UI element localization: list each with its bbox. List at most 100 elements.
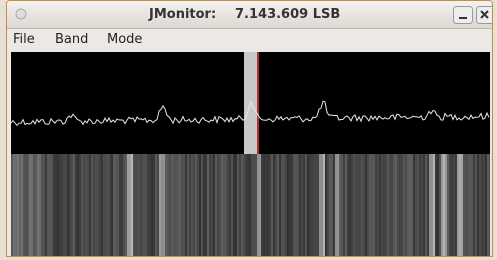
waterfall-column — [323, 154, 325, 256]
waterfall-column — [267, 154, 269, 256]
waterfall-column — [37, 154, 39, 256]
menu-item[interactable]: Mode — [107, 32, 142, 47]
waterfall-column — [473, 154, 475, 256]
waterfall-column — [241, 154, 243, 256]
waterfall-column — [43, 154, 45, 256]
waterfall-column — [281, 154, 283, 256]
waterfall-column — [165, 154, 167, 256]
waterfall-column — [55, 154, 57, 256]
waterfall-column — [439, 154, 441, 256]
menu-item[interactable]: File — [13, 32, 35, 47]
waterfall-column — [363, 154, 365, 256]
waterfall-column — [35, 154, 37, 256]
waterfall-column — [229, 154, 231, 256]
waterfall-column — [145, 154, 147, 256]
waterfall-column — [341, 154, 343, 256]
waterfall-column — [239, 154, 241, 256]
waterfall-column — [135, 154, 137, 256]
waterfall-column — [89, 154, 91, 256]
waterfall-column — [303, 154, 305, 256]
waterfall-column — [23, 154, 25, 256]
waterfall-column — [25, 154, 27, 256]
app-name: JMonitor: — [149, 7, 216, 22]
waterfall-column — [53, 154, 55, 256]
waterfall-column — [287, 154, 289, 256]
waterfall-column — [469, 154, 471, 256]
waterfall-column — [319, 154, 321, 256]
waterfall-column — [67, 154, 69, 256]
waterfall-column — [257, 154, 259, 256]
waterfall-column — [421, 154, 423, 256]
close-button[interactable] — [476, 6, 492, 24]
waterfall-column — [385, 154, 387, 256]
waterfall-column — [333, 154, 335, 256]
waterfall-column — [75, 154, 77, 256]
waterfall-column — [91, 154, 93, 256]
waterfall-column — [291, 154, 293, 256]
waterfall-column — [361, 154, 363, 256]
waterfall-column — [19, 154, 21, 256]
waterfall-column — [263, 154, 265, 256]
waterfall-column — [467, 154, 469, 256]
waterfall-column — [85, 154, 87, 256]
menu-item[interactable]: Band — [55, 32, 88, 47]
waterfall-column — [183, 154, 185, 256]
waterfall-column — [41, 154, 43, 256]
waterfall-column — [199, 154, 201, 256]
waterfall-column — [441, 154, 443, 256]
waterfall-column — [223, 154, 225, 256]
waterfall-column — [465, 154, 467, 256]
waterfall-column — [425, 154, 427, 256]
waterfall-column — [233, 154, 235, 256]
waterfall-column — [237, 154, 239, 256]
waterfall-column — [129, 154, 131, 256]
waterfall-column — [111, 154, 113, 256]
waterfall-column — [209, 154, 211, 256]
minimize-button[interactable] — [453, 6, 473, 24]
waterfall-column — [485, 154, 487, 256]
waterfall-column — [113, 154, 115, 256]
waterfall-column — [331, 154, 333, 256]
waterfall-column — [393, 154, 395, 256]
waterfall-column — [203, 154, 205, 256]
waterfall-column — [21, 154, 23, 256]
waterfall-column — [93, 154, 95, 256]
waterfall-column — [61, 154, 63, 256]
waterfall-column — [193, 154, 195, 256]
waterfall-column — [357, 154, 359, 256]
waterfall-column — [453, 154, 455, 256]
waterfall-column — [225, 154, 227, 256]
waterfall-column — [173, 154, 175, 256]
waterfall-column — [261, 154, 263, 256]
waterfall-column — [205, 154, 207, 256]
waterfall-column — [415, 154, 417, 256]
waterfall-column — [235, 154, 237, 256]
waterfall-column — [125, 154, 127, 256]
waterfall-column — [457, 154, 459, 256]
waterfall-column — [371, 154, 373, 256]
waterfall-column — [329, 154, 331, 256]
waterfall-column — [189, 154, 191, 256]
waterfall-column — [353, 154, 355, 256]
waterfall-column — [419, 154, 421, 256]
menu-bar: File Band Mode — [7, 29, 492, 51]
waterfall-column — [207, 154, 209, 256]
waterfall-column — [197, 154, 199, 256]
waterfall-column — [243, 154, 245, 256]
waterfall-column — [443, 154, 445, 256]
waterfall-column — [191, 154, 193, 256]
waterfall-column — [99, 154, 101, 256]
waterfall-column — [437, 154, 439, 256]
waterfall-column — [395, 154, 397, 256]
waterfall-column — [307, 154, 309, 256]
waterfall-column — [181, 154, 183, 256]
waterfall-column — [315, 154, 317, 256]
waterfall-column — [169, 154, 171, 256]
waterfall-column — [383, 154, 385, 256]
waterfall-column — [143, 154, 145, 256]
waterfall-column — [349, 154, 351, 256]
waterfall-column — [283, 154, 285, 256]
waterfall-column — [251, 154, 253, 256]
waterfall-column — [221, 154, 223, 256]
waterfall-column — [71, 154, 73, 256]
